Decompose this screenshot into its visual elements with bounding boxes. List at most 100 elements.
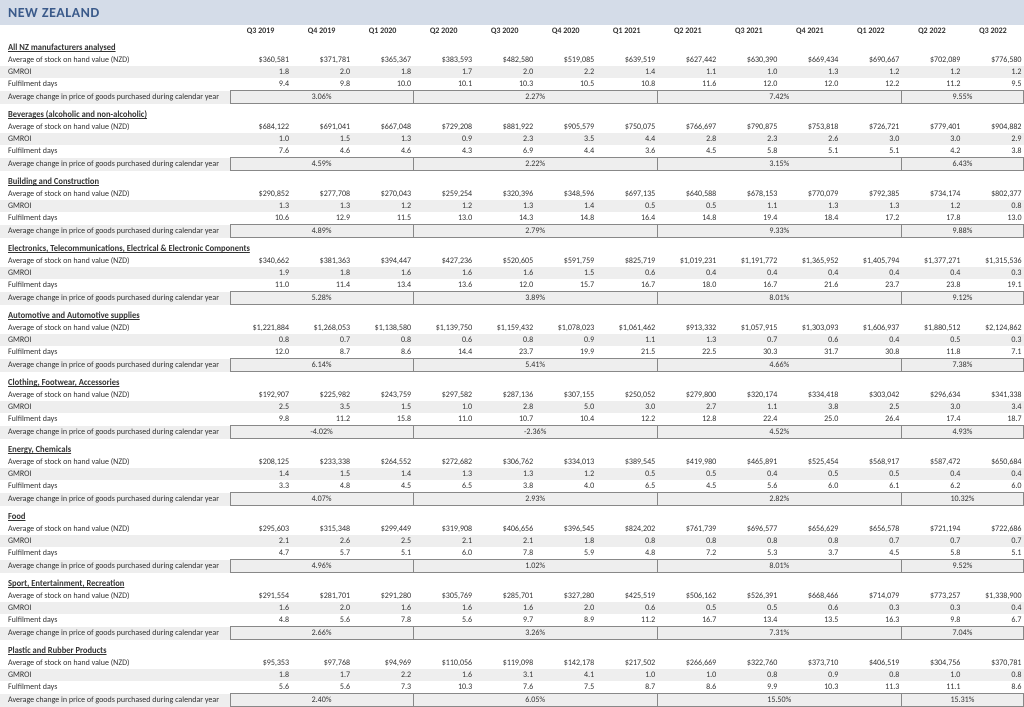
cell: 5.3 [718, 547, 779, 560]
section-title: Electronics, Telecommunications, Electri… [0, 238, 1024, 256]
cell: 4.5 [657, 480, 718, 493]
cell: $1,268,053 [291, 322, 352, 334]
cell: 1.1 [596, 334, 657, 346]
cell: $721,194 [901, 523, 962, 535]
cell: $650,684 [962, 456, 1023, 468]
cell: 4.5 [657, 145, 718, 158]
cell: Average of stock on hand value (NZD) [0, 188, 230, 200]
cell: 0.7 [962, 535, 1023, 547]
cell: Average change in price of goods purchas… [0, 694, 230, 707]
cell: 1.4 [352, 468, 413, 480]
cell: Fulfilment days [0, 212, 230, 225]
cell: 2.6 [779, 133, 840, 145]
cell: 6.5 [413, 480, 474, 493]
cell: 1.0 [596, 669, 657, 681]
acp-cell: 7.31% [657, 627, 901, 640]
cell: 2.1 [474, 535, 535, 547]
cell: $1,405,794 [840, 255, 901, 267]
cell: 3.5 [291, 401, 352, 413]
cell: 4.0 [535, 480, 596, 493]
cell: 0.7 [291, 334, 352, 346]
cell: $334,418 [779, 389, 840, 401]
cell: 5.6 [291, 614, 352, 627]
cell: Average change in price of goods purchas… [0, 560, 230, 573]
cell: 11.0 [230, 279, 291, 292]
cell: 6.0 [413, 547, 474, 560]
cell: $389,545 [596, 456, 657, 468]
cell: $1,078,023 [535, 322, 596, 334]
cell: Fulfilment days [0, 78, 230, 91]
cell: 1.9 [230, 267, 291, 279]
cell: $285,701 [474, 590, 535, 602]
cell: $340,662 [230, 255, 291, 267]
cell: 1.3 [657, 334, 718, 346]
cell: 9.8 [230, 413, 291, 426]
cell: 1.6 [352, 267, 413, 279]
cell: 3.4 [962, 401, 1023, 413]
section-title: Beverages (alcoholic and non-alcoholic) [0, 104, 1024, 122]
cell: 31.7 [779, 346, 840, 359]
acp-cell: 9.55% [901, 91, 1023, 104]
section-title: Plastic and Rubber Products [0, 640, 1024, 658]
cell: 1.5 [352, 401, 413, 413]
cell: 0.8 [657, 535, 718, 547]
cell: 11.2 [291, 413, 352, 426]
cell: $1,061,462 [596, 322, 657, 334]
cell: GMROI [0, 669, 230, 681]
cell: $465,891 [718, 456, 779, 468]
cell: 22.4 [718, 413, 779, 426]
cell: 0.4 [901, 267, 962, 279]
cell: $729,208 [413, 121, 474, 133]
cell: 0.6 [596, 267, 657, 279]
cell: Fulfilment days [0, 614, 230, 627]
cell: 9.5 [962, 78, 1023, 91]
cell: Fulfilment days [0, 413, 230, 426]
cell: 0.6 [596, 602, 657, 614]
period-header: Q2 2020 [413, 25, 474, 37]
acp-cell: 4.89% [230, 225, 413, 238]
cell: $506,162 [657, 590, 718, 602]
cell: 1.7 [291, 669, 352, 681]
cell: $119,098 [474, 657, 535, 669]
cell: $1,303,093 [779, 322, 840, 334]
cell: 3.7 [779, 547, 840, 560]
cell: 2.5 [352, 535, 413, 547]
cell: 14.4 [413, 346, 474, 359]
cell: $750,075 [596, 121, 657, 133]
cell: GMROI [0, 133, 230, 145]
cell: Average of stock on hand value (NZD) [0, 456, 230, 468]
cell: 0.8 [718, 535, 779, 547]
cell: 12.2 [596, 413, 657, 426]
cell: 0.6 [779, 334, 840, 346]
cell: 1.2 [535, 468, 596, 480]
cell: $319,908 [413, 523, 474, 535]
cell: 18.4 [779, 212, 840, 225]
cell: 3.8 [474, 480, 535, 493]
cell: 6.9 [474, 145, 535, 158]
cell: $753,818 [779, 121, 840, 133]
cell: Average of stock on hand value (NZD) [0, 322, 230, 334]
cell: 2.8 [474, 401, 535, 413]
cell: 6.7 [962, 614, 1023, 627]
acp-cell: 8.01% [657, 560, 901, 573]
cell: $1,606,937 [840, 322, 901, 334]
cell: $678,153 [718, 188, 779, 200]
cell: 4.4 [535, 145, 596, 158]
acp-cell: 15.31% [901, 694, 1023, 707]
cell: 5.6 [291, 681, 352, 694]
acp-cell: 3.15% [657, 158, 901, 171]
cell: 0.7 [718, 334, 779, 346]
cell: 5.9 [535, 547, 596, 560]
cell: 1.8 [230, 66, 291, 78]
cell: $296,634 [901, 389, 962, 401]
cell: 14.8 [657, 212, 718, 225]
cell: Average of stock on hand value (NZD) [0, 657, 230, 669]
cell: $307,155 [535, 389, 596, 401]
cell: 12.9 [291, 212, 352, 225]
cell: 0.8 [230, 334, 291, 346]
cell: 1.5 [291, 468, 352, 480]
cell: 21.5 [596, 346, 657, 359]
cell: $94,969 [352, 657, 413, 669]
cell: 1.0 [718, 66, 779, 78]
cell: $243,759 [352, 389, 413, 401]
